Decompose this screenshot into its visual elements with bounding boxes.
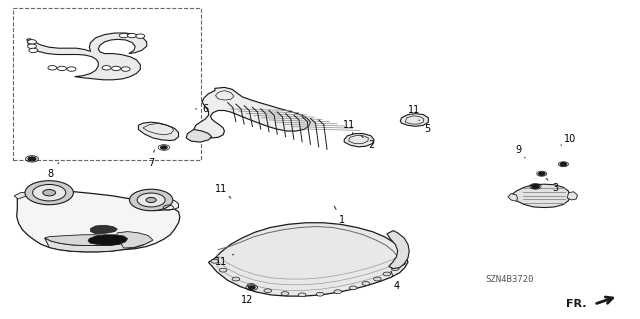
Polygon shape: [145, 197, 179, 211]
Circle shape: [392, 267, 399, 271]
Text: 11: 11: [342, 120, 355, 134]
Circle shape: [33, 184, 66, 201]
Polygon shape: [344, 134, 374, 147]
Text: 3: 3: [546, 178, 559, 193]
Circle shape: [129, 189, 173, 211]
Circle shape: [248, 286, 255, 289]
Circle shape: [137, 193, 165, 207]
Text: 12: 12: [241, 289, 253, 305]
Circle shape: [298, 293, 306, 297]
Text: 7: 7: [148, 150, 154, 168]
Polygon shape: [567, 192, 577, 200]
Polygon shape: [209, 88, 231, 103]
Polygon shape: [508, 194, 518, 201]
Circle shape: [67, 67, 76, 71]
Circle shape: [161, 146, 167, 149]
Polygon shape: [400, 114, 428, 126]
Circle shape: [247, 284, 255, 287]
Circle shape: [532, 184, 540, 188]
Circle shape: [316, 292, 324, 296]
Circle shape: [146, 197, 156, 203]
Circle shape: [121, 67, 130, 71]
Circle shape: [58, 66, 67, 70]
Circle shape: [48, 66, 57, 70]
Polygon shape: [510, 184, 570, 208]
Text: 5: 5: [419, 120, 430, 135]
Polygon shape: [116, 232, 153, 248]
Polygon shape: [194, 87, 310, 138]
Text: 2: 2: [362, 136, 374, 150]
Circle shape: [25, 181, 74, 205]
Circle shape: [119, 33, 128, 38]
Text: 11: 11: [215, 184, 231, 198]
Circle shape: [28, 44, 36, 48]
Text: 6: 6: [196, 104, 209, 114]
Polygon shape: [186, 130, 212, 142]
Circle shape: [28, 157, 36, 161]
Circle shape: [211, 259, 219, 263]
Polygon shape: [17, 191, 180, 252]
Polygon shape: [138, 122, 179, 141]
Circle shape: [232, 277, 240, 281]
Polygon shape: [27, 33, 147, 80]
Circle shape: [539, 172, 545, 175]
Text: 4: 4: [391, 271, 399, 291]
Circle shape: [374, 277, 381, 281]
Circle shape: [136, 34, 145, 38]
Circle shape: [397, 261, 405, 265]
Text: FR.: FR.: [566, 299, 586, 309]
Text: 10: 10: [561, 134, 577, 145]
Polygon shape: [14, 191, 54, 199]
Circle shape: [111, 66, 120, 70]
Text: 11: 11: [215, 254, 234, 267]
Circle shape: [560, 163, 566, 166]
Polygon shape: [91, 225, 117, 234]
Text: 9: 9: [516, 145, 525, 158]
Circle shape: [29, 48, 38, 53]
Circle shape: [281, 292, 289, 295]
Circle shape: [220, 268, 227, 272]
Text: 8: 8: [47, 163, 59, 179]
Circle shape: [334, 290, 342, 293]
Text: 1: 1: [334, 206, 346, 225]
Text: 11: 11: [408, 105, 420, 115]
Circle shape: [362, 282, 370, 286]
Polygon shape: [387, 231, 409, 269]
Polygon shape: [45, 238, 151, 252]
Circle shape: [43, 189, 56, 196]
Polygon shape: [88, 235, 127, 246]
Polygon shape: [209, 223, 408, 296]
Circle shape: [383, 272, 391, 276]
Bar: [13, 8, 201, 160]
Circle shape: [127, 33, 136, 38]
Circle shape: [28, 40, 36, 44]
Circle shape: [264, 289, 271, 293]
Circle shape: [102, 66, 111, 70]
Text: SZN4B3720: SZN4B3720: [486, 275, 534, 284]
Polygon shape: [45, 235, 119, 246]
Circle shape: [349, 286, 357, 290]
